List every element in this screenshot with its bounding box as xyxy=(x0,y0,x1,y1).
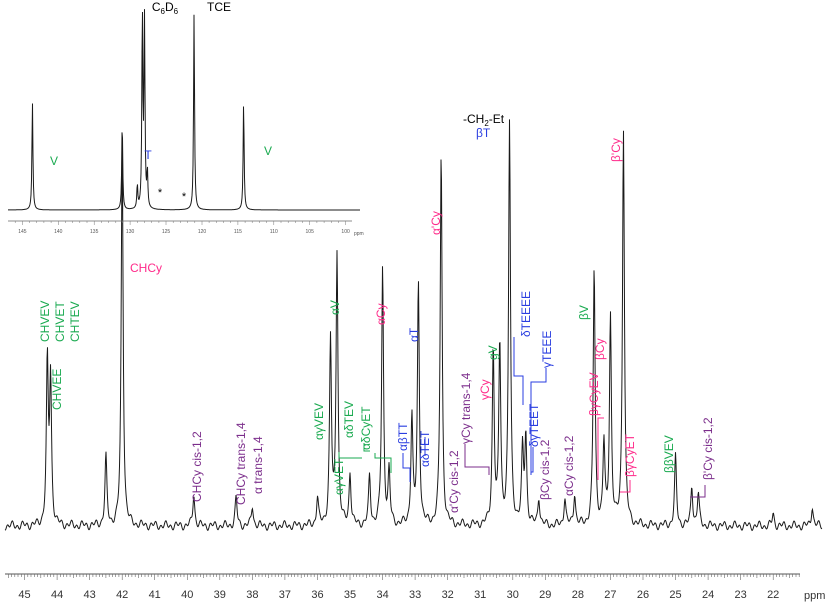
label-chcy-trans14: CHCy trans-1,4 xyxy=(234,422,248,505)
main-axis-tick-label: 31 xyxy=(474,589,486,601)
label-bv: βV xyxy=(577,305,591,320)
label-b-prime-cy: β'Cy xyxy=(609,138,623,162)
main-axis-tick-label: 45 xyxy=(18,589,30,601)
inset-spectrum xyxy=(8,9,360,211)
inset-axis-tick-label: 115 xyxy=(234,229,242,235)
label-chcy: CHCy xyxy=(130,261,162,275)
main-axis-tick-label: 37 xyxy=(279,589,291,601)
main-axis-tick-label: 38 xyxy=(246,589,258,601)
inset-peak-6 xyxy=(194,13,195,14)
main-axis-tick-label: 22 xyxy=(767,589,779,601)
label-abtt: αβTT xyxy=(396,422,410,451)
label-bgcyev: βγCyEV xyxy=(587,372,601,416)
main-axis-tick-label: 27 xyxy=(604,589,616,601)
label-gv: gV xyxy=(486,345,500,360)
label-b-prime-cy-cis12: β'Cy cis-1,2 xyxy=(701,417,715,480)
label-a-prime-cy-cis12: α'Cy cis-1,2 xyxy=(447,450,461,513)
main-peak-16 xyxy=(441,156,442,157)
main-axis-tick-label: 41 xyxy=(149,589,161,601)
main-axis-tick-label: 25 xyxy=(669,589,681,601)
inset-label-v-right: V xyxy=(264,144,272,158)
main-axis-tick-label: 32 xyxy=(442,589,454,601)
main-axis-tick-label: 28 xyxy=(572,589,584,601)
inset-axis-tick-label: 145 xyxy=(18,229,27,235)
inset-peak-7 xyxy=(243,101,244,102)
label-bgcyet: βγCyET xyxy=(623,433,637,477)
main-axis-tick-label: 30 xyxy=(507,589,519,601)
label-ch2-et: -CH2-Et xyxy=(463,112,505,128)
label-chvet: CHVET xyxy=(53,301,67,342)
label-adcyet: αδCyET xyxy=(359,406,373,450)
main-spectrum xyxy=(4,119,823,532)
label-a-prime-cy: α'Cy xyxy=(429,211,443,235)
label-chvev: CHVEV xyxy=(38,301,52,342)
main-axis-tick-label: 36 xyxy=(311,589,323,601)
label-gteee: γTEEE xyxy=(540,331,554,368)
label-chvee: CHVEE xyxy=(50,369,64,410)
main-axis-tick-label: 40 xyxy=(181,589,193,601)
label-acy-cis12: αCy cis-1,2 xyxy=(562,435,576,496)
inset-peak-0 xyxy=(32,101,33,102)
label-agvev: αγVEV xyxy=(312,403,326,440)
label-alpha-trans14: α trans-1,4 xyxy=(251,436,265,494)
annotation-leader-lines xyxy=(338,337,706,498)
label-adtet: αδTET xyxy=(418,430,432,467)
inset-label-c6d6: C6D6 xyxy=(152,0,179,16)
label-av: αV xyxy=(328,300,342,315)
inset-label-tce: TCE xyxy=(207,0,231,14)
inset-axis-tick-label: 140 xyxy=(54,229,63,235)
label-gcy: γCy xyxy=(478,379,492,400)
label-at: αT xyxy=(407,327,421,342)
label-dteeee: δTEEEE xyxy=(519,291,533,337)
label-bcy-cis12: βCy cis-1,2 xyxy=(538,439,552,500)
inset-label-t: T xyxy=(144,148,152,162)
inset-peak-1 xyxy=(122,121,123,122)
inset-spectrum-trace xyxy=(8,9,360,211)
main-spectrum-trace xyxy=(4,119,823,532)
label-adtev: αδTEV xyxy=(342,401,356,438)
main-ppm-axis: ppm 45 44 43 42 41 40 39 38 37 36 35 34 33 32 31 30 29 28… xyxy=(5,573,825,602)
label-bbvev: ββVEV xyxy=(662,435,676,473)
main-axis-tick-label: 29 xyxy=(539,589,551,601)
inset-ppm-axis: ppm 145 140 135 130 125 120 115 110 105 100 xyxy=(8,220,364,237)
label-gcy-trans14: γCy trans-1,4 xyxy=(459,372,473,444)
main-axis-tick-label: 42 xyxy=(116,589,128,601)
main-axis-tick-label: 44 xyxy=(51,589,63,601)
inset-axis-tick-label: 105 xyxy=(306,229,315,235)
inset-axis-tick-label: 120 xyxy=(198,229,207,235)
main-axis-tick-label: 26 xyxy=(637,589,649,601)
label-acy: αCy xyxy=(374,303,388,325)
label-agvet: αγVET xyxy=(332,458,346,495)
inset-label-asterisk-1: * xyxy=(158,187,163,199)
inset-axis-tick-label: 125 xyxy=(162,229,171,235)
label-chtev: CHTEV xyxy=(68,301,82,342)
main-axis-tick-label: 35 xyxy=(344,589,356,601)
label-bcy: βCy xyxy=(593,338,607,360)
label-dgteet: δγTEET xyxy=(527,403,541,447)
peak-annotations: CHVEV CHVET CHTEV CHVEE CHCy CHCy cis-1,… xyxy=(38,112,715,513)
inset-axis-tick-label: 130 xyxy=(126,229,135,235)
main-axis-tick-label: 24 xyxy=(702,589,714,601)
main-axis-tick-label: 33 xyxy=(409,589,421,601)
main-axis-tick-label: 34 xyxy=(376,589,388,601)
inset-label-asterisk-2: * xyxy=(182,191,187,203)
inset-axis-tick-label: 135 xyxy=(90,229,99,235)
inset-labels: V T * * TCE V C6D6 xyxy=(50,0,272,203)
main-axis-tick-label: 39 xyxy=(214,589,226,601)
inset-axis-unit-label: ppm xyxy=(354,231,364,237)
inset-axis-tick-label: 110 xyxy=(270,229,278,235)
inset-axis-tick-label: 100 xyxy=(341,229,350,235)
label-chcy-cis12: CHCy cis-1,2 xyxy=(190,431,204,502)
main-axis-tick-label: 43 xyxy=(83,589,95,601)
main-axis-unit-label: ppm xyxy=(804,590,825,602)
label-bt: βT xyxy=(476,126,491,140)
main-axis-tick-label: 23 xyxy=(734,589,746,601)
inset-label-v-left: V xyxy=(50,154,58,168)
